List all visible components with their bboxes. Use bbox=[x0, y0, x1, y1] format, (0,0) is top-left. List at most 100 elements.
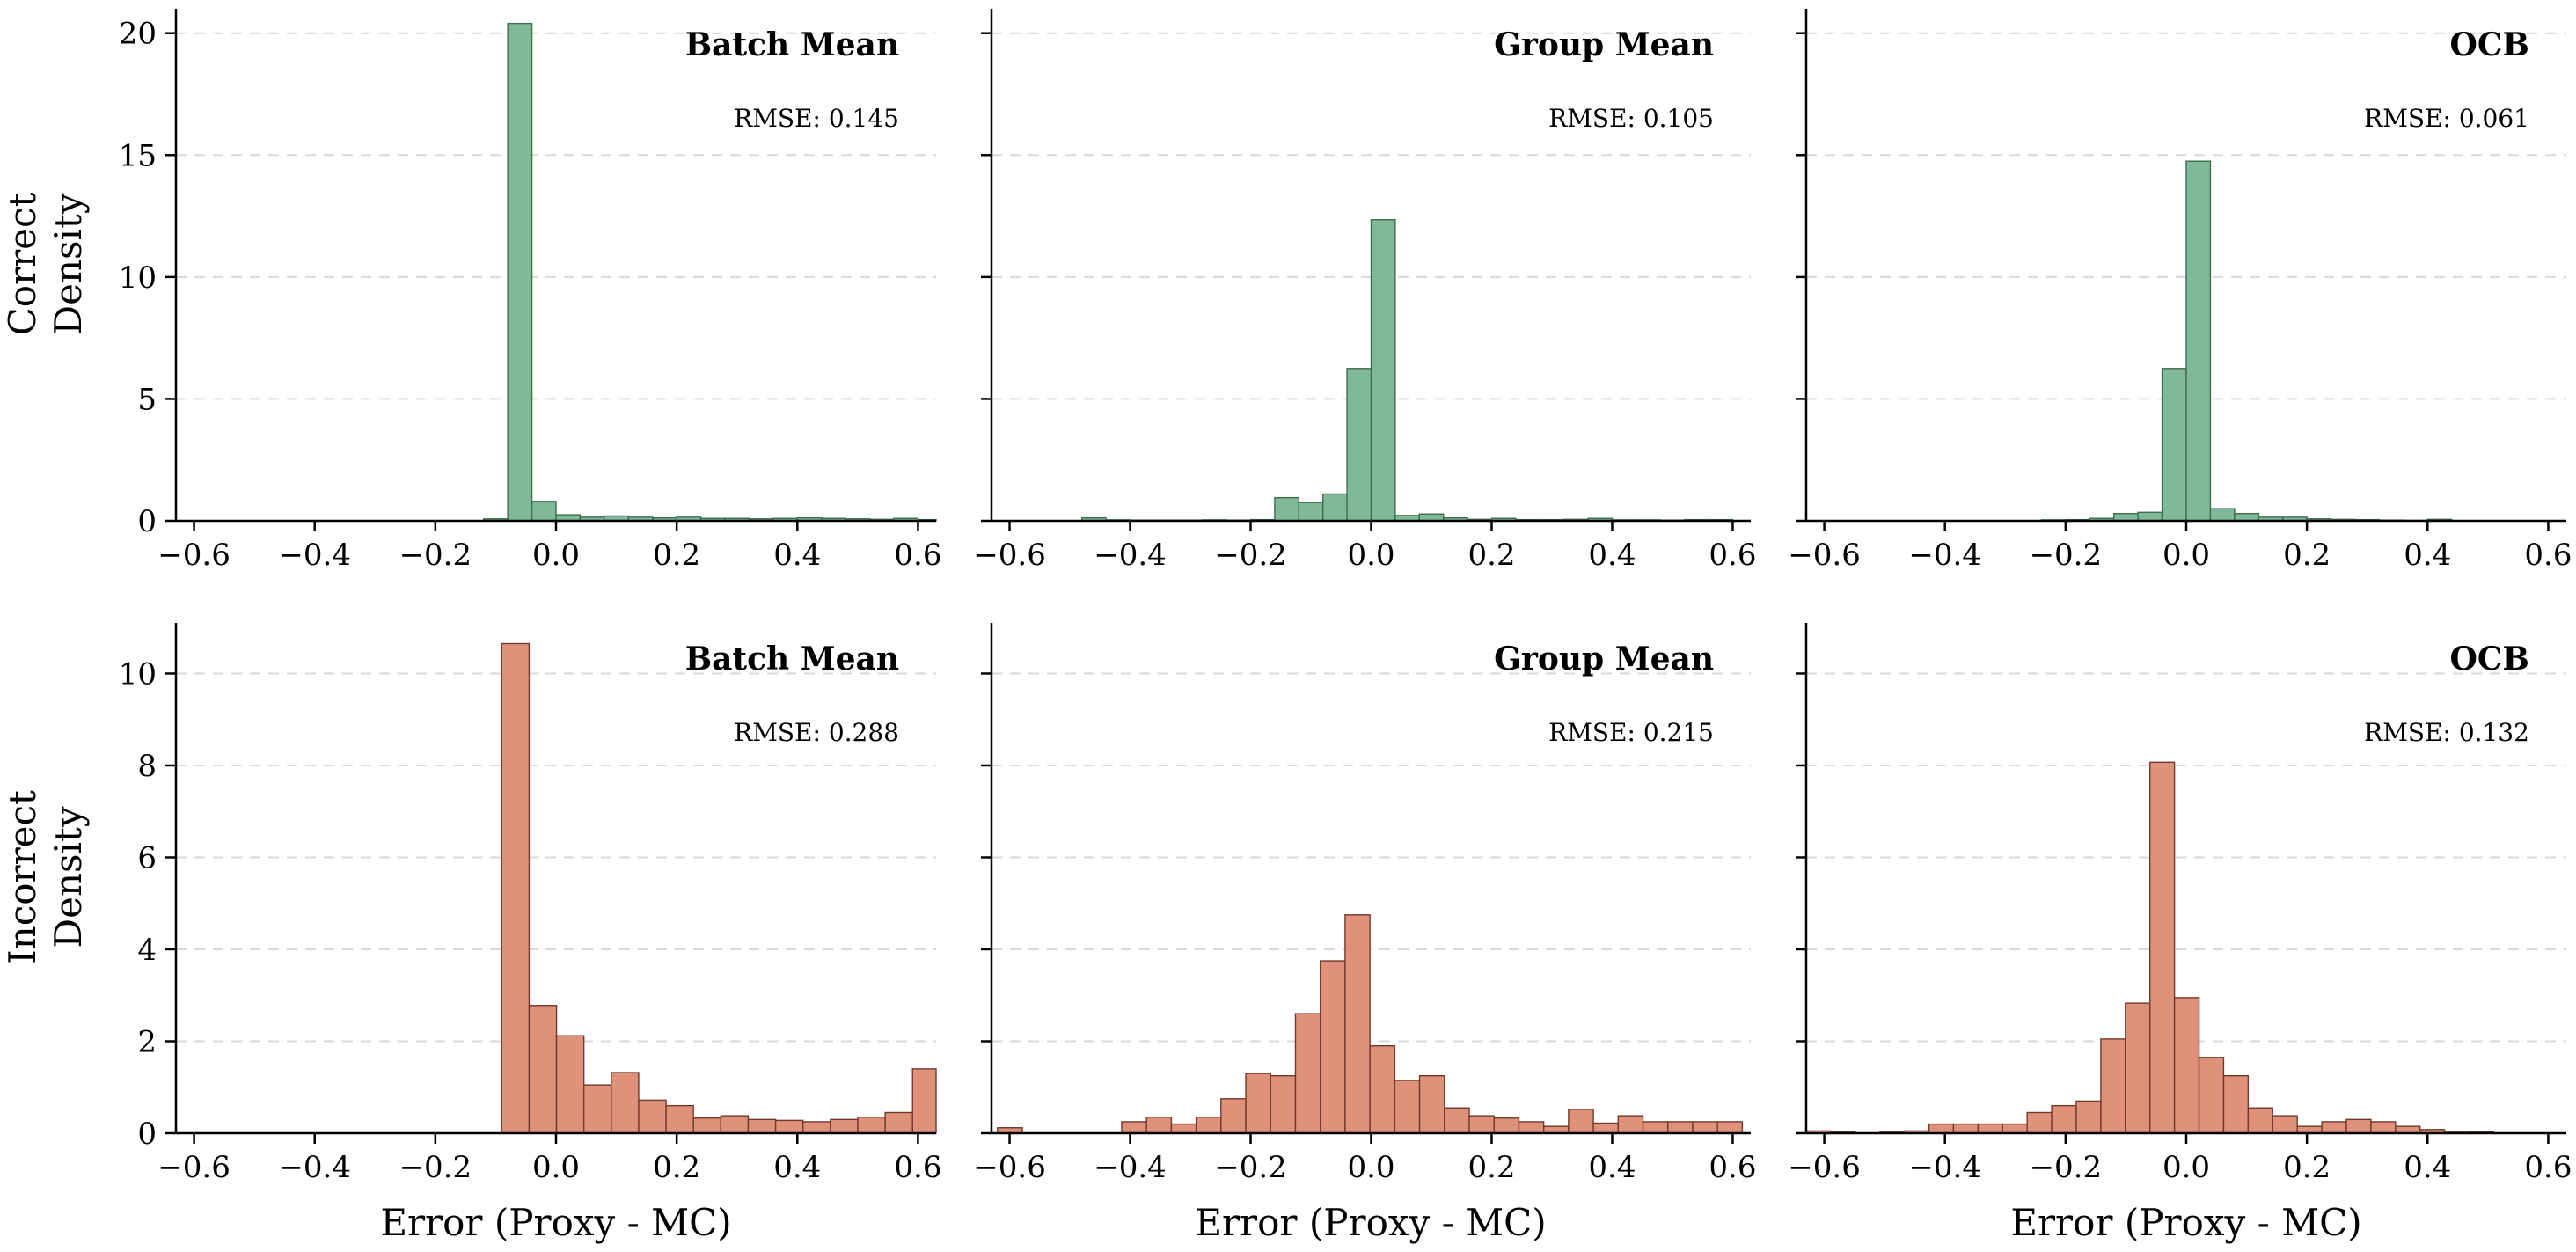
panel-1-3-x-tick-label: 0.6 bbox=[2524, 538, 2572, 573]
panel-2-3-bar bbox=[2026, 1111, 2053, 1134]
panel-2-1-y-tick-label: 2 bbox=[137, 1024, 157, 1059]
panel-2-3-rmse-annotation: RMSE: 0.132 bbox=[2364, 718, 2529, 747]
panel-2-2-bar bbox=[1121, 1121, 1147, 1134]
panel-1-2-x-tick-label: 0.0 bbox=[1347, 538, 1394, 573]
panel-2-2-x-tick-label: −0.4 bbox=[1094, 1150, 1167, 1185]
panel-2-1-x-tick-label: 0.2 bbox=[653, 1150, 700, 1185]
panel-2-3-x-tick-label: −0.2 bbox=[2030, 1150, 2103, 1185]
panel-2-3-x-tick-label: 0.2 bbox=[2283, 1150, 2331, 1185]
panel-2-2-rmse-annotation: RMSE: 0.215 bbox=[1548, 718, 1714, 747]
panel-1-1-x-tick-label: −0.6 bbox=[157, 538, 231, 573]
panel-2-2-bar bbox=[1642, 1121, 1669, 1134]
panel-1-1-y-tick-label: 15 bbox=[119, 138, 157, 173]
panel-2-3-x-tick-label: 0.0 bbox=[2163, 1150, 2210, 1185]
panel-2-3-bar bbox=[2247, 1107, 2273, 1134]
panel-1-1-title: Batch Mean bbox=[685, 26, 899, 63]
panel-1-2-bar bbox=[1346, 368, 1372, 522]
panel-2-1-bar bbox=[802, 1121, 831, 1134]
panel-2-1-bar bbox=[638, 1099, 667, 1134]
panel-2-3-bar bbox=[2173, 997, 2200, 1134]
row-label-incorrect-line2: Density bbox=[47, 806, 90, 948]
panel-2-3-bar bbox=[2345, 1118, 2372, 1134]
panel-1-1-x-tick-label: −0.2 bbox=[399, 538, 472, 573]
panel-1-1-x-tick-label: 0.0 bbox=[532, 538, 580, 573]
panel-2-2-bar bbox=[1195, 1117, 1222, 1134]
x-axis-title-col3: Error (Proxy - MC) bbox=[2010, 1201, 2361, 1244]
panel-2-3-bar bbox=[1952, 1123, 1980, 1134]
panel-2-1-y-tick-label: 0 bbox=[137, 1117, 157, 1152]
panel-2-3-x-tick-label: 0.6 bbox=[2524, 1150, 2572, 1185]
x-axis-title-col1: Error (Proxy - MC) bbox=[380, 1201, 731, 1244]
panel-2-2-x-tick-label: 0.2 bbox=[1467, 1150, 1515, 1185]
panel-2-2-bar bbox=[1220, 1098, 1247, 1134]
panel-2-2-bar bbox=[1592, 1122, 1620, 1134]
panel-1-1-x-tick-label: −0.4 bbox=[278, 538, 351, 573]
panel-2-2-bar bbox=[1294, 1013, 1321, 1134]
panel-2-1-title: Batch Mean bbox=[685, 641, 899, 677]
panel-2-2-bar bbox=[1394, 1080, 1421, 1134]
panel-2-1-bar bbox=[884, 1111, 913, 1134]
panel-2-3-x-tick-label: −0.6 bbox=[1788, 1150, 1861, 1185]
panel-2-1-bar bbox=[555, 1035, 585, 1134]
panel-1-2-x-tick-label: −0.6 bbox=[973, 538, 1046, 573]
panel-1-2-x-tick-label: −0.2 bbox=[1214, 538, 1287, 573]
panel-2-3-bar bbox=[2370, 1121, 2397, 1134]
panel-2-1-x-tick-label: −0.6 bbox=[157, 1150, 231, 1185]
panel-2-3-title: OCB bbox=[2450, 641, 2529, 677]
panel-1-2-rmse-annotation: RMSE: 0.105 bbox=[1548, 104, 1714, 133]
panel-1-1-y-tick-label: 5 bbox=[137, 382, 157, 417]
panel-2-1-x-tick-label: −0.2 bbox=[399, 1150, 472, 1185]
panel-2-2-bar bbox=[1493, 1117, 1520, 1134]
panel-2-1-bar bbox=[501, 642, 531, 1134]
panel-1-3-x-tick-label: −0.2 bbox=[2030, 538, 2103, 573]
panel-1-1: 0 5 10 15 20 −0.6 −0.4 −0.2 0.0 0.2 0.4 0.6 Batch Me… bbox=[119, 9, 941, 573]
panel-2-3-bar bbox=[2075, 1100, 2102, 1134]
panel-2-2-bar bbox=[1692, 1121, 1718, 1134]
panel-2-2-x-tick-label: 0.0 bbox=[1347, 1150, 1394, 1185]
panel-1-1-y-tick-label: 10 bbox=[119, 260, 157, 296]
panel-2-2-bar bbox=[1369, 1045, 1396, 1134]
x-axis-title-col2: Error (Proxy - MC) bbox=[1195, 1201, 1546, 1244]
panel-1-1-y-tick-label: 0 bbox=[137, 504, 157, 539]
panel-2-2-bar bbox=[1444, 1107, 1470, 1134]
panel-2-3-x-tick-label: −0.4 bbox=[1908, 1150, 1981, 1185]
panel-1-2-x-tick-label: −0.4 bbox=[1094, 538, 1167, 573]
panel-1-2-bar bbox=[1370, 219, 1396, 522]
panel-2-1-bar bbox=[528, 1005, 558, 1134]
panel-2-3-bar bbox=[2272, 1115, 2298, 1134]
panel-1-1-x-tick-label: 0.6 bbox=[894, 538, 941, 573]
panel-2-2: −0.6 −0.4 −0.2 0.0 0.2 0.4 0.6 Group Mean RMSE: … bbox=[973, 623, 1756, 1185]
panel-1-2-x-tick-label: 0.6 bbox=[1709, 538, 1756, 573]
panel-2-1-bar bbox=[665, 1104, 694, 1134]
panel-2-3-bar bbox=[2198, 1057, 2225, 1134]
panel-2-1-bar bbox=[830, 1118, 859, 1134]
panel-1-3-x-tick-label: −0.4 bbox=[1908, 538, 1981, 573]
panel-2-1-bar bbox=[857, 1117, 886, 1134]
panel-1-2-title: Group Mean bbox=[1494, 26, 1714, 63]
panel-2-2-x-tick-label: 0.4 bbox=[1588, 1150, 1636, 1185]
panel-1-3-x-tick-label: −0.6 bbox=[1788, 538, 1861, 573]
panel-1-3-x-tick-label: 0.0 bbox=[2163, 538, 2210, 573]
panel-2-3-bar bbox=[1977, 1123, 2003, 1134]
panel-2-2-bar bbox=[1319, 960, 1346, 1134]
panel-2-2-x-tick-label: 0.6 bbox=[1709, 1150, 1756, 1185]
panel-1-2: −0.6 −0.4 −0.2 0.0 0.2 0.4 0.6 Group Mean RMSE: … bbox=[973, 9, 1756, 573]
panel-2-3-x-tick-label: 0.4 bbox=[2404, 1150, 2451, 1185]
panel-1-1-x-tick-label: 0.4 bbox=[773, 538, 821, 573]
panel-2-1-x-tick-label: 0.4 bbox=[773, 1150, 821, 1185]
panel-2-3-bar bbox=[2149, 761, 2176, 1134]
panel-2-1-bar bbox=[774, 1119, 804, 1134]
panel-2-2-x-tick-label: −0.6 bbox=[973, 1150, 1046, 1185]
panel-1-1-rmse-annotation: RMSE: 0.145 bbox=[734, 104, 899, 133]
panel-1-2-bar bbox=[1322, 493, 1348, 522]
panel-1-3-bar bbox=[2209, 508, 2236, 522]
panel-2-2-bar bbox=[1245, 1073, 1271, 1134]
panel-2-2-bar bbox=[1145, 1117, 1173, 1134]
panel-2-1-bar bbox=[611, 1072, 640, 1134]
panel-2-1-bar bbox=[720, 1115, 750, 1134]
panel-2-1-rmse-annotation: RMSE: 0.288 bbox=[734, 718, 899, 747]
panel-1-1-bar bbox=[531, 501, 557, 522]
panel-2-3-bar bbox=[2125, 1002, 2151, 1134]
panel-2-2-bar bbox=[1518, 1121, 1545, 1134]
